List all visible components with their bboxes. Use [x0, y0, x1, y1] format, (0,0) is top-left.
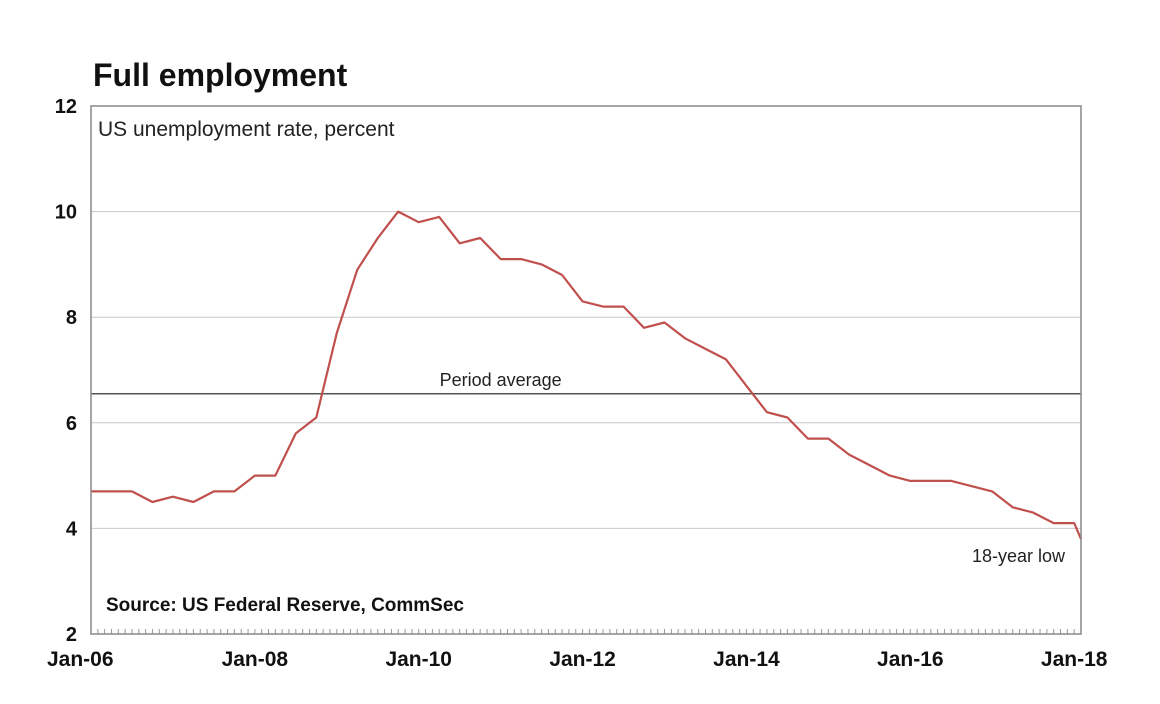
chart-title: Full employment — [93, 57, 348, 93]
series-line-unemployment — [91, 210, 1083, 540]
chart-subtitle: US unemployment rate, percent — [98, 118, 395, 141]
y-tick-label: 8 — [66, 307, 77, 329]
y-tick-label: 6 — [66, 413, 77, 435]
x-tick-label: Jan-10 — [385, 648, 452, 671]
source-note: Source: US Federal Reserve, CommSec — [106, 595, 464, 616]
y-tick-label: 2 — [66, 624, 77, 646]
period-average: Period average — [91, 370, 1081, 395]
y-tick-label: 4 — [66, 518, 78, 540]
x-tick-label: Jan-08 — [222, 648, 289, 671]
y-axis-ticks: 2 4 6 8 10 12 — [55, 96, 78, 646]
x-minor-ticks — [90, 629, 1082, 634]
x-tick-label: Jan-12 — [549, 648, 616, 671]
x-tick-label: Jan-14 — [713, 648, 780, 671]
x-tick-label: Jan-16 — [877, 648, 944, 671]
gridlines — [91, 211, 1081, 529]
x-tick-label: Jan-18 — [1041, 648, 1108, 671]
x-axis-ticks: Jan-06 Jan-08 Jan-10 Jan-12 Jan-14 Jan-16 Jan-… — [47, 648, 1108, 671]
y-tick-label: 10 — [55, 202, 77, 224]
annotation-18-year-low: 18-year low — [972, 546, 1066, 566]
series-group — [91, 210, 1083, 540]
plot-frame — [90, 105, 1082, 635]
period-average-label: Period average — [440, 370, 562, 390]
x-tick-label: Jan-06 — [47, 648, 114, 671]
y-tick-label: 12 — [55, 96, 77, 118]
